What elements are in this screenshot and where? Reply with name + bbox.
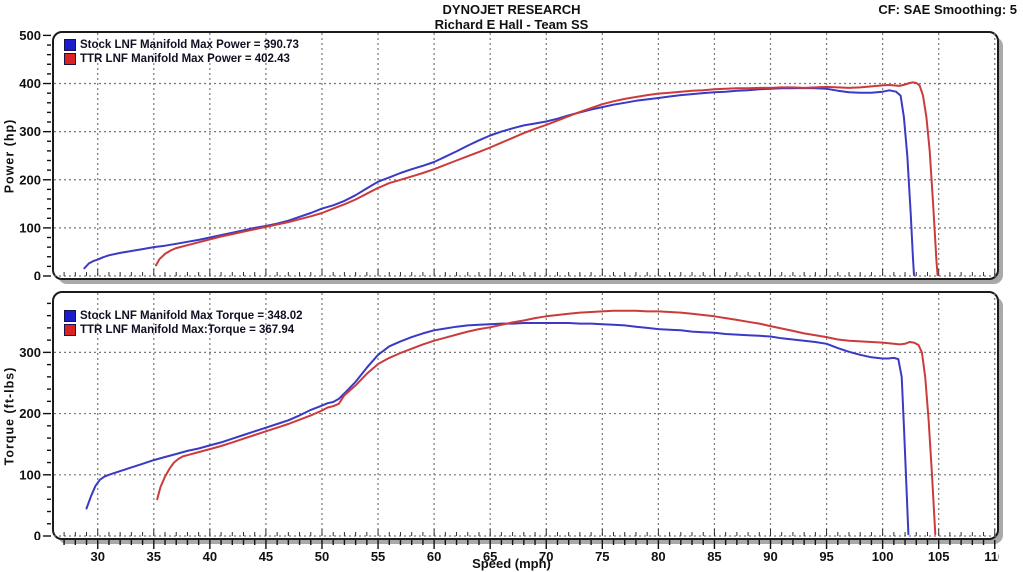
speed-x-axis: 30 35 40 45 50 55 60 65 70 75 80 85 90 95 100 105 110 <box>63 540 999 564</box>
svg-text:45: 45 <box>259 549 273 564</box>
torque-legend: Stock LNF Manifold Max Torque = 348.02 T… <box>64 309 303 337</box>
legend-item-ttr-torque: TTR LNF Manifold Max:Torque = 367.94 <box>64 323 303 337</box>
power-y-axis: 0 100 200 300 400 500 <box>19 31 51 281</box>
svg-text:0: 0 <box>34 269 41 281</box>
correction-smoothing-note: CF: SAE Smoothing: 5 <box>878 2 1017 17</box>
power-legend: Stock LNF Manifold Max Power = 390.73 TT… <box>64 38 299 66</box>
svg-text:400: 400 <box>19 76 41 91</box>
svg-text:50: 50 <box>315 549 329 564</box>
x-axis-title: Speed (mph) <box>472 556 551 571</box>
svg-text:300: 300 <box>19 124 41 139</box>
svg-text:85: 85 <box>707 549 721 564</box>
svg-text:100: 100 <box>19 467 41 482</box>
svg-text:70: 70 <box>539 549 553 564</box>
svg-text:65: 65 <box>483 549 497 564</box>
legend-item-stock-power: Stock LNF Manifold Max Power = 390.73 <box>64 38 299 52</box>
torque-chart-panel: Stock LNF Manifold Max Torque = 348.02 T… <box>52 291 999 540</box>
svg-text:95: 95 <box>819 549 833 564</box>
stock-power-swatch-icon <box>64 39 76 51</box>
svg-text:100: 100 <box>872 549 894 564</box>
svg-text:80: 80 <box>651 549 665 564</box>
svg-text:300: 300 <box>19 345 41 360</box>
svg-text:35: 35 <box>147 549 161 564</box>
svg-text:55: 55 <box>371 549 385 564</box>
page-title: DYNOJET RESEARCH <box>442 2 581 17</box>
svg-text:90: 90 <box>763 549 777 564</box>
svg-text:30: 30 <box>90 549 104 564</box>
page-subtitle: Richard E Hall - Team SS <box>434 17 589 32</box>
stock-torque-swatch-icon <box>64 310 76 322</box>
legend-item-ttr-power: TTR LNF Manifold Max Power = 402.43 <box>64 52 299 66</box>
header: DYNOJET RESEARCH Richard E Hall - Team S… <box>0 2 1023 32</box>
legend-item-stock-torque: Stock LNF Manifold Max Torque = 348.02 <box>64 309 303 323</box>
svg-text:110: 110 <box>984 549 999 564</box>
svg-text:100: 100 <box>19 220 41 235</box>
torque-plot <box>54 293 997 538</box>
svg-text:40: 40 <box>203 549 217 564</box>
svg-text:105: 105 <box>928 549 950 564</box>
svg-text:500: 500 <box>19 31 41 43</box>
ttr-torque-swatch-icon <box>64 324 76 336</box>
svg-text:200: 200 <box>19 406 41 421</box>
svg-text:200: 200 <box>19 172 41 187</box>
svg-text:0: 0 <box>34 529 41 541</box>
power-chart-panel: Stock LNF Manifold Max Power = 390.73 TT… <box>52 31 999 280</box>
power-plot <box>54 33 997 278</box>
svg-text:75: 75 <box>595 549 609 564</box>
ttr-power-swatch-icon <box>64 53 76 65</box>
svg-text:60: 60 <box>427 549 441 564</box>
torque-y-axis: 0 100 200 300 <box>19 302 51 541</box>
